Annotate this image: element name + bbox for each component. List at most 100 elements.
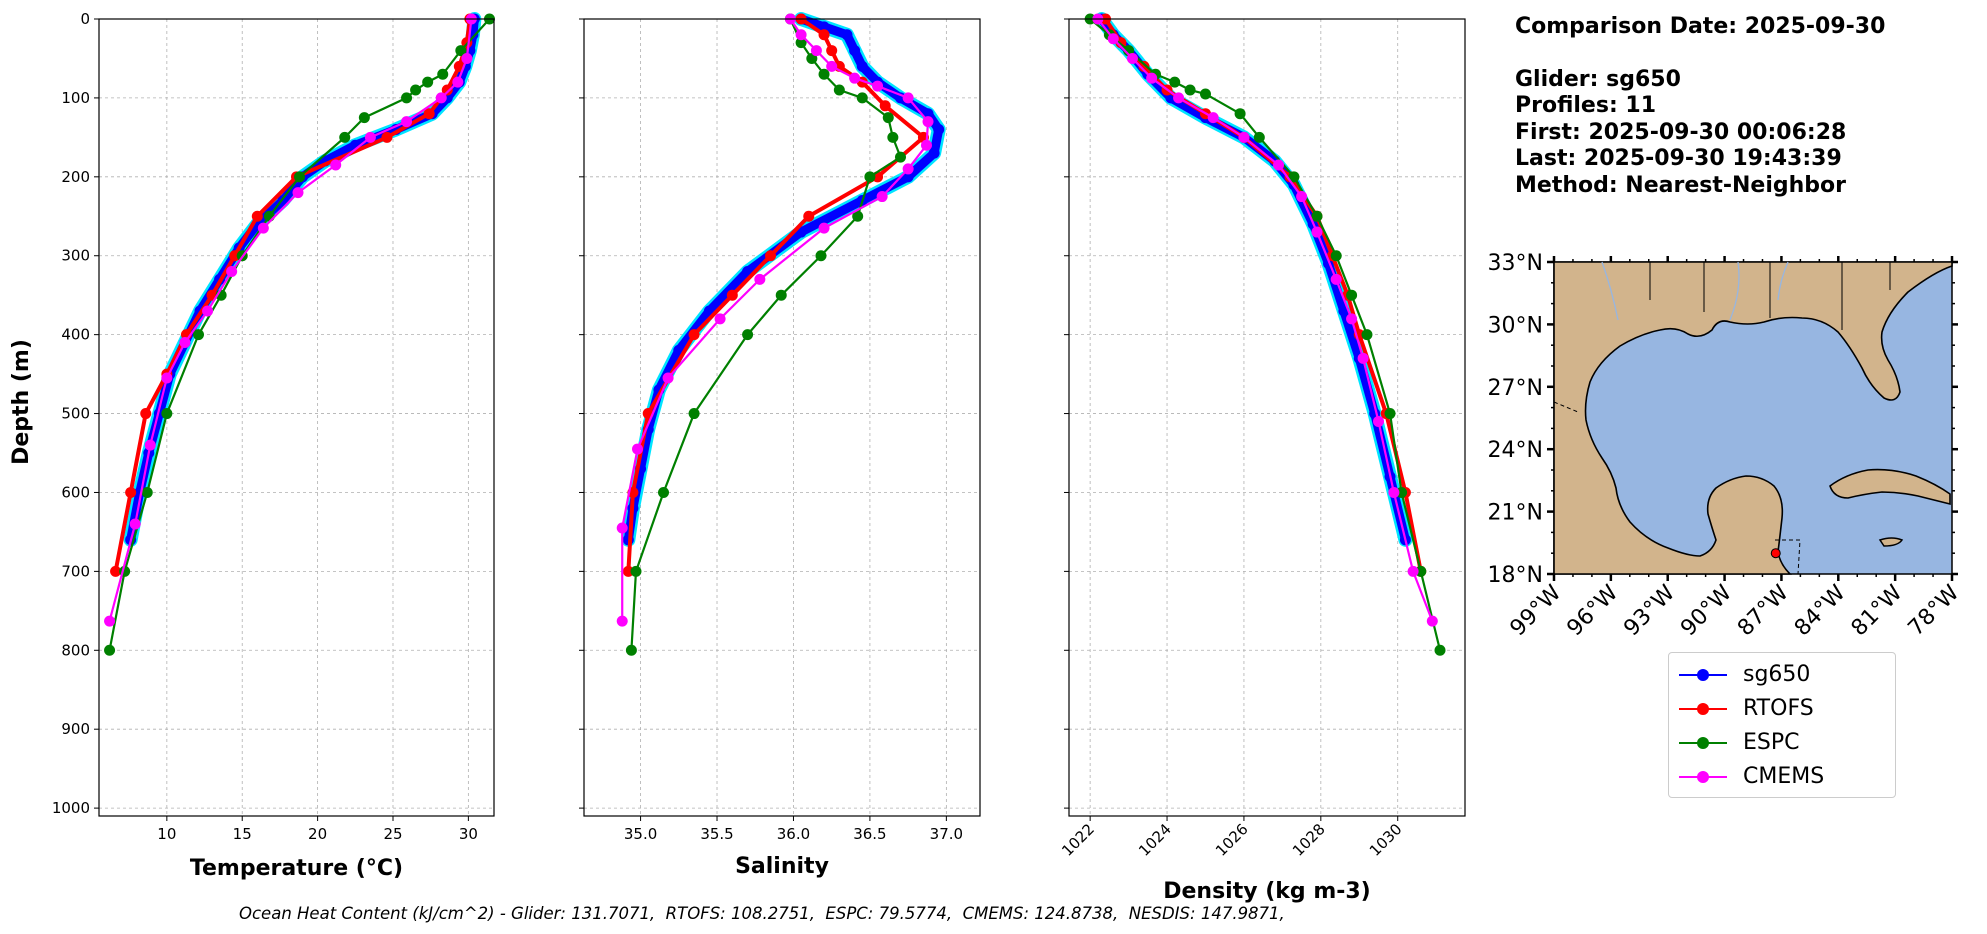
data-point-sg650 xyxy=(841,29,853,41)
data-point-cmems xyxy=(754,273,766,285)
x-tick-label: 37.0 xyxy=(930,825,963,843)
data-point-rtofs xyxy=(125,486,137,498)
data-point-cmems xyxy=(1146,72,1158,84)
map-lat-label: 18°N xyxy=(1488,563,1543,588)
data-point-espc xyxy=(815,250,827,262)
data-point-cmems xyxy=(129,518,141,530)
data-point-espc xyxy=(630,565,642,577)
glider-location-marker xyxy=(1770,548,1781,559)
map-land-jamaica xyxy=(1878,537,1904,547)
data-point-cmems xyxy=(662,372,674,384)
x-axis-label: Temperature (°C) xyxy=(190,856,403,881)
x-axis-label: Salinity xyxy=(735,854,829,879)
data-point-cmems xyxy=(920,139,932,151)
legend-entry-sg650: sg650 xyxy=(1669,660,1895,690)
data-point-espc xyxy=(1415,565,1427,577)
data-point-cmems xyxy=(452,76,464,88)
data-point-cmems xyxy=(1426,615,1438,627)
data-point-espc xyxy=(775,289,787,301)
map-lat-label: 30°N xyxy=(1488,313,1543,338)
last-time: Last: 2025-09-30 19:43:39 xyxy=(1515,146,1842,171)
legend-entry-rtofs: RTOFS xyxy=(1669,694,1895,724)
data-point-cmems xyxy=(818,222,830,234)
data-point-espc xyxy=(1434,644,1446,656)
data-point-cmems xyxy=(179,337,191,349)
legend-label: CMEMS xyxy=(1743,764,1825,789)
x-tick-label: 36.5 xyxy=(853,825,886,843)
info-panel: Comparison Date: 2025-09-30 Glider: sg650… xyxy=(1515,14,1885,199)
map-lat-label: 24°N xyxy=(1488,438,1543,463)
plot-frame xyxy=(583,18,981,817)
data-point-espc xyxy=(339,131,351,143)
legend-entry-cmems: CMEMS xyxy=(1669,762,1895,792)
data-point-espc xyxy=(1199,88,1211,100)
map-lon-label: 93°W xyxy=(1619,580,1680,641)
glider-name: Glider: sg650 xyxy=(1515,66,1681,92)
data-point-espc xyxy=(358,112,370,124)
plot-frame xyxy=(98,18,495,817)
data-point-espc xyxy=(141,486,153,498)
data-point-espc xyxy=(410,84,422,96)
x-tick-label: 15 xyxy=(233,825,252,843)
series-halo-sg650 xyxy=(123,12,482,547)
profile-count: Profiles: 11 xyxy=(1515,93,1657,118)
data-point-rtofs xyxy=(765,250,777,262)
data-point-espc xyxy=(852,210,864,222)
series-line-espc xyxy=(1089,18,1442,651)
data-point-espc xyxy=(833,84,845,96)
series-line-rtofs xyxy=(113,18,472,572)
data-point-cmems xyxy=(144,439,156,451)
data-point-cmems xyxy=(104,615,116,627)
x-axis-label: Density (kg m-3) xyxy=(1163,879,1371,904)
data-point-espc xyxy=(894,151,906,163)
ocean-heat-content-caption: Ocean Heat Content (kJ/cm^2) - Glider: 1… xyxy=(239,904,1285,923)
depth-axis-label: Depth (m) xyxy=(9,339,34,465)
x-tick-label: 20 xyxy=(308,825,327,843)
data-point-cmems xyxy=(1173,92,1185,104)
y-tick-label: 700 xyxy=(61,562,90,580)
data-point-espc xyxy=(795,37,807,49)
data-point-sg650 xyxy=(928,147,940,159)
series-line-sg650 xyxy=(1097,14,1410,545)
data-point-espc xyxy=(688,408,700,420)
map-lon-label: 96°W xyxy=(1562,580,1623,641)
data-point-espc xyxy=(401,92,413,104)
x-tick-label: 1030 xyxy=(1366,820,1406,860)
data-point-cmems xyxy=(1388,486,1400,498)
y-tick-label: 200 xyxy=(61,168,90,186)
data-point-sg650 xyxy=(902,171,914,183)
data-point-espc xyxy=(1169,76,1181,88)
data-point-cmems xyxy=(161,372,173,384)
x-tick-label: 1028 xyxy=(1289,820,1329,860)
temperature-profile-plot: 0 100 200 300 400 500 600 700 800 900 1000 10 15 20 25… xyxy=(52,10,495,881)
density-profile-plot: 1022 1024 1026 1028 1030 Density (kg m-3) xyxy=(1058,12,1466,904)
data-point-espc xyxy=(1288,171,1300,183)
legend-label: RTOFS xyxy=(1743,696,1814,721)
legend-entry-espc: ESPC xyxy=(1669,728,1895,758)
y-tick-label: 300 xyxy=(61,247,90,265)
data-point-cmems xyxy=(1126,52,1138,64)
data-point-sg650 xyxy=(856,60,868,72)
data-point-cmems xyxy=(795,29,807,41)
data-point-cmems xyxy=(714,313,726,325)
data-point-espc xyxy=(1396,486,1408,498)
data-point-cmems xyxy=(1357,352,1369,364)
data-point-cmems xyxy=(922,116,934,128)
data-point-espc xyxy=(1184,84,1196,96)
data-point-espc xyxy=(1346,289,1358,301)
data-point-cmems xyxy=(202,305,214,317)
map-land-cuba xyxy=(1829,468,1951,506)
data-point-cmems xyxy=(1238,131,1250,143)
data-point-cmems xyxy=(849,72,861,84)
data-point-espc xyxy=(625,644,637,656)
data-point-cmems xyxy=(902,92,914,104)
data-point-cmems xyxy=(902,163,914,175)
data-point-espc xyxy=(455,45,467,57)
data-point-cmems xyxy=(1296,191,1308,203)
legend-marker xyxy=(1697,703,1709,715)
map-lon-label: 81°W xyxy=(1847,580,1908,641)
data-point-espc xyxy=(1311,210,1323,222)
map-land-north-america xyxy=(1553,261,1953,575)
series-halo-sg650 xyxy=(1094,12,1413,547)
